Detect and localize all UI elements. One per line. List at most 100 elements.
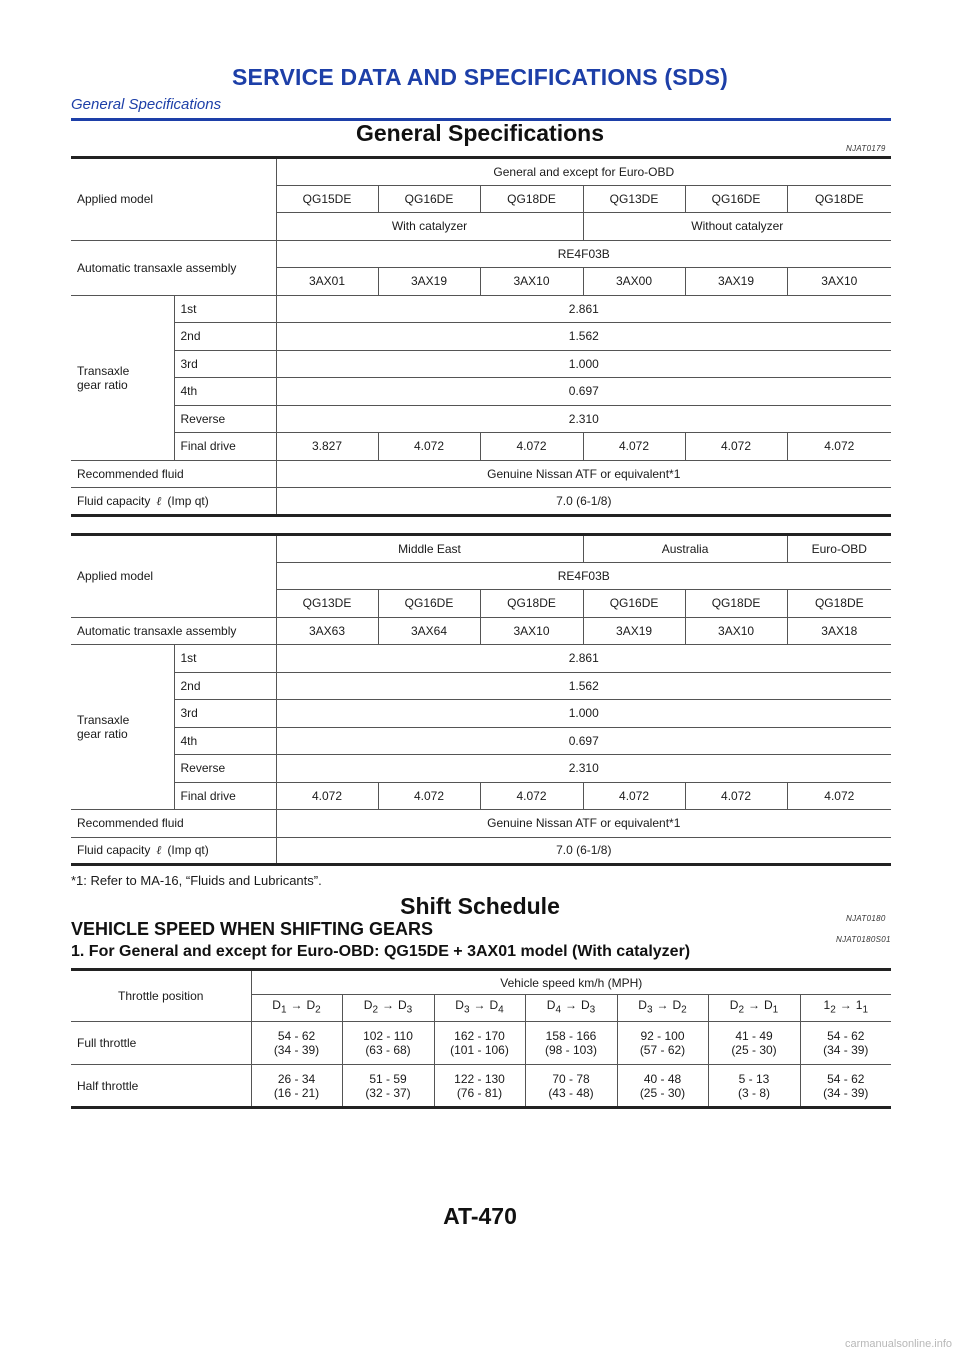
assembly-model-cell: RE4F03B	[276, 562, 892, 590]
gear-name-cell: 2nd	[174, 672, 277, 700]
gear-to-sub: 3	[406, 1004, 413, 1016]
section-code: NJAT0180	[846, 914, 886, 923]
gear-ratio-label: Transaxle gear ratio	[71, 644, 175, 810]
applied-model-label: Applied model	[71, 533, 277, 618]
final-drive-cell: 4.072	[276, 782, 379, 810]
gear-from-sub: 1	[280, 1004, 287, 1016]
capacity-value: 7.0 (6-1/8)	[276, 837, 892, 866]
assembly-code-cell: 3AX64	[378, 617, 481, 645]
footnote: *1: Refer to MA-16, “Fluids and Lubrican…	[71, 873, 322, 888]
final-drive-cell: 4.072	[378, 432, 481, 461]
gear-name-cell: Reverse	[174, 405, 277, 433]
speed-cell: 54 - 62 (34 - 39)	[800, 1064, 892, 1109]
engine-cell: QG15DE	[276, 185, 379, 213]
region-cell: General and except for Euro-OBD	[276, 156, 892, 186]
gear-value-cell: 2.310	[276, 754, 892, 783]
assembly-code-cell: 3AX63	[276, 617, 379, 645]
speed-cell: 54 - 62 (34 - 39)	[800, 1021, 892, 1065]
assembly-code-cell: 3AX10	[480, 267, 584, 296]
shift-header-cell: D1 → D2	[251, 994, 343, 1022]
gear-name-cell: 4th	[174, 377, 277, 406]
speed-kmh: 54 - 62	[827, 1071, 865, 1086]
gear-value-cell: 1.562	[276, 322, 892, 351]
speed-kmh: 5 - 13	[738, 1071, 770, 1086]
section-code: NJAT0179	[846, 144, 886, 153]
engine-cell: QG18DE	[685, 589, 788, 618]
gear-value-cell: 2.861	[276, 644, 892, 673]
engine-cell: QG13DE	[276, 589, 379, 618]
final-drive-cell: 4.072	[480, 782, 584, 810]
gear-value-cell: 2.310	[276, 405, 892, 433]
gear-name-cell: 2nd	[174, 322, 277, 351]
section-title-general-specifications: General Specifications	[356, 120, 604, 146]
speed-mph: (25 - 30)	[731, 1043, 777, 1057]
arrow-icon: →	[656, 998, 669, 1013]
final-drive-label: Final drive	[174, 782, 277, 810]
speed-cell: 70 - 78 (43 - 48)	[525, 1064, 618, 1109]
assembly-code-cell: 3AX10	[685, 617, 788, 645]
gear-ratio-label: Transaxle gear ratio	[71, 295, 175, 461]
engine-cell: QG18DE	[787, 589, 892, 618]
arrow-icon: →	[473, 998, 486, 1013]
speed-mph: (34 - 39)	[823, 1043, 869, 1057]
speed-kmh: 54 - 62	[277, 1029, 316, 1043]
gear-from-sub: 2	[830, 1004, 836, 1016]
speed-mph: (98 - 103)	[544, 1043, 598, 1057]
capacity-unit: (Imp qt)	[167, 493, 209, 508]
arrow-icon: →	[565, 998, 577, 1013]
gear-name-cell: 1st	[174, 295, 277, 323]
assembly-code-cell: 3AX10	[787, 267, 892, 296]
shift-header-cell: D3 → D4	[434, 994, 526, 1022]
speed-mph: (63 - 68)	[365, 1043, 411, 1057]
speed-kmh: 158 - 166	[545, 1029, 597, 1043]
speed-cell: 54 - 62 (34 - 39)	[251, 1021, 343, 1065]
capacity-value: 7.0 (6-1/8)	[276, 487, 892, 517]
speed-cell: 122 - 130 (76 - 81)	[434, 1064, 526, 1109]
gear-to-sub: 2	[681, 1004, 687, 1016]
shift-header-row: D1 → D2 D2 → D3 D3 → D4 D4 → D3 D3 → D2 D2 → D1 12 → 11	[71, 994, 892, 1022]
header-rule	[71, 118, 891, 121]
engine-cell: QG18DE	[480, 185, 584, 213]
final-drive-cell: 4.072	[685, 782, 788, 810]
subsection-title: VEHICLE SPEED WHEN SHIFTING GEARS	[71, 919, 434, 939]
speed-mph: (57 - 62)	[639, 1043, 686, 1057]
with-catalyzer-cell: With catalyzer	[276, 212, 584, 241]
gear-from: D	[272, 998, 281, 1013]
speed-cell: 5 - 13 (3 - 8)	[708, 1064, 801, 1109]
speed-kmh: 70 - 78	[552, 1071, 590, 1086]
final-drive-cell: 4.072	[480, 432, 584, 461]
gear-name-cell: 4th	[174, 727, 277, 755]
speed-kmh: 92 - 100	[640, 1029, 685, 1043]
speed-kmh: 40 - 48	[643, 1071, 682, 1086]
arrow-icon: →	[839, 998, 852, 1013]
speed-cell: 158 - 166 (98 - 103)	[525, 1021, 618, 1065]
final-drive-cell: 4.072	[685, 432, 788, 461]
shift-header-cell: 12 → 11	[800, 994, 892, 1022]
assembly-code-cell: 3AX19	[583, 617, 686, 645]
capacity-label-cell: Fluid capacity ℓ (Imp qt)	[71, 487, 277, 517]
speed-kmh: 51 - 59	[369, 1071, 407, 1086]
gear-to: D	[581, 998, 590, 1013]
assembly-code-cell: 3AX19	[378, 267, 481, 296]
fluid-value: Genuine Nissan ATF or equivalent*1	[276, 809, 892, 838]
gear-from: D	[729, 998, 739, 1013]
gear-from: 1	[823, 998, 831, 1013]
general-spec-table-1: Applied model General and except for Eur…	[71, 156, 892, 517]
fluid-value: Genuine Nissan ATF or equivalent*1	[276, 460, 892, 488]
assembly-label: Automatic transaxle assembly	[71, 240, 277, 296]
assembly-code-cell: 3AX10	[480, 617, 584, 645]
final-drive-cell: 4.072	[787, 782, 892, 810]
speed-kmh: 102 - 110	[363, 1029, 413, 1043]
gear-value-cell: 1.000	[276, 699, 892, 728]
gear-from-sub: 2	[372, 1004, 378, 1016]
assembly-code-cell: 3AX00	[583, 267, 686, 296]
gear-from-sub: 2	[738, 1004, 744, 1016]
speed-kmh: 26 - 34	[277, 1071, 316, 1086]
arrow-icon: →	[748, 998, 760, 1013]
speed-mph: (16 - 21)	[273, 1085, 320, 1100]
speed-mph: (76 - 81)	[456, 1085, 503, 1100]
speed-kmh: 162 - 170	[454, 1029, 505, 1043]
speed-cell: 92 - 100 (57 - 62)	[617, 1021, 709, 1065]
vehicle-speed-label: Vehicle speed km/h (MPH)	[251, 968, 892, 995]
gear-to: D	[764, 998, 773, 1013]
